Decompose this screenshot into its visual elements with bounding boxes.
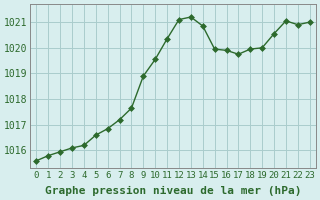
X-axis label: Graphe pression niveau de la mer (hPa): Graphe pression niveau de la mer (hPa) (45, 186, 301, 196)
